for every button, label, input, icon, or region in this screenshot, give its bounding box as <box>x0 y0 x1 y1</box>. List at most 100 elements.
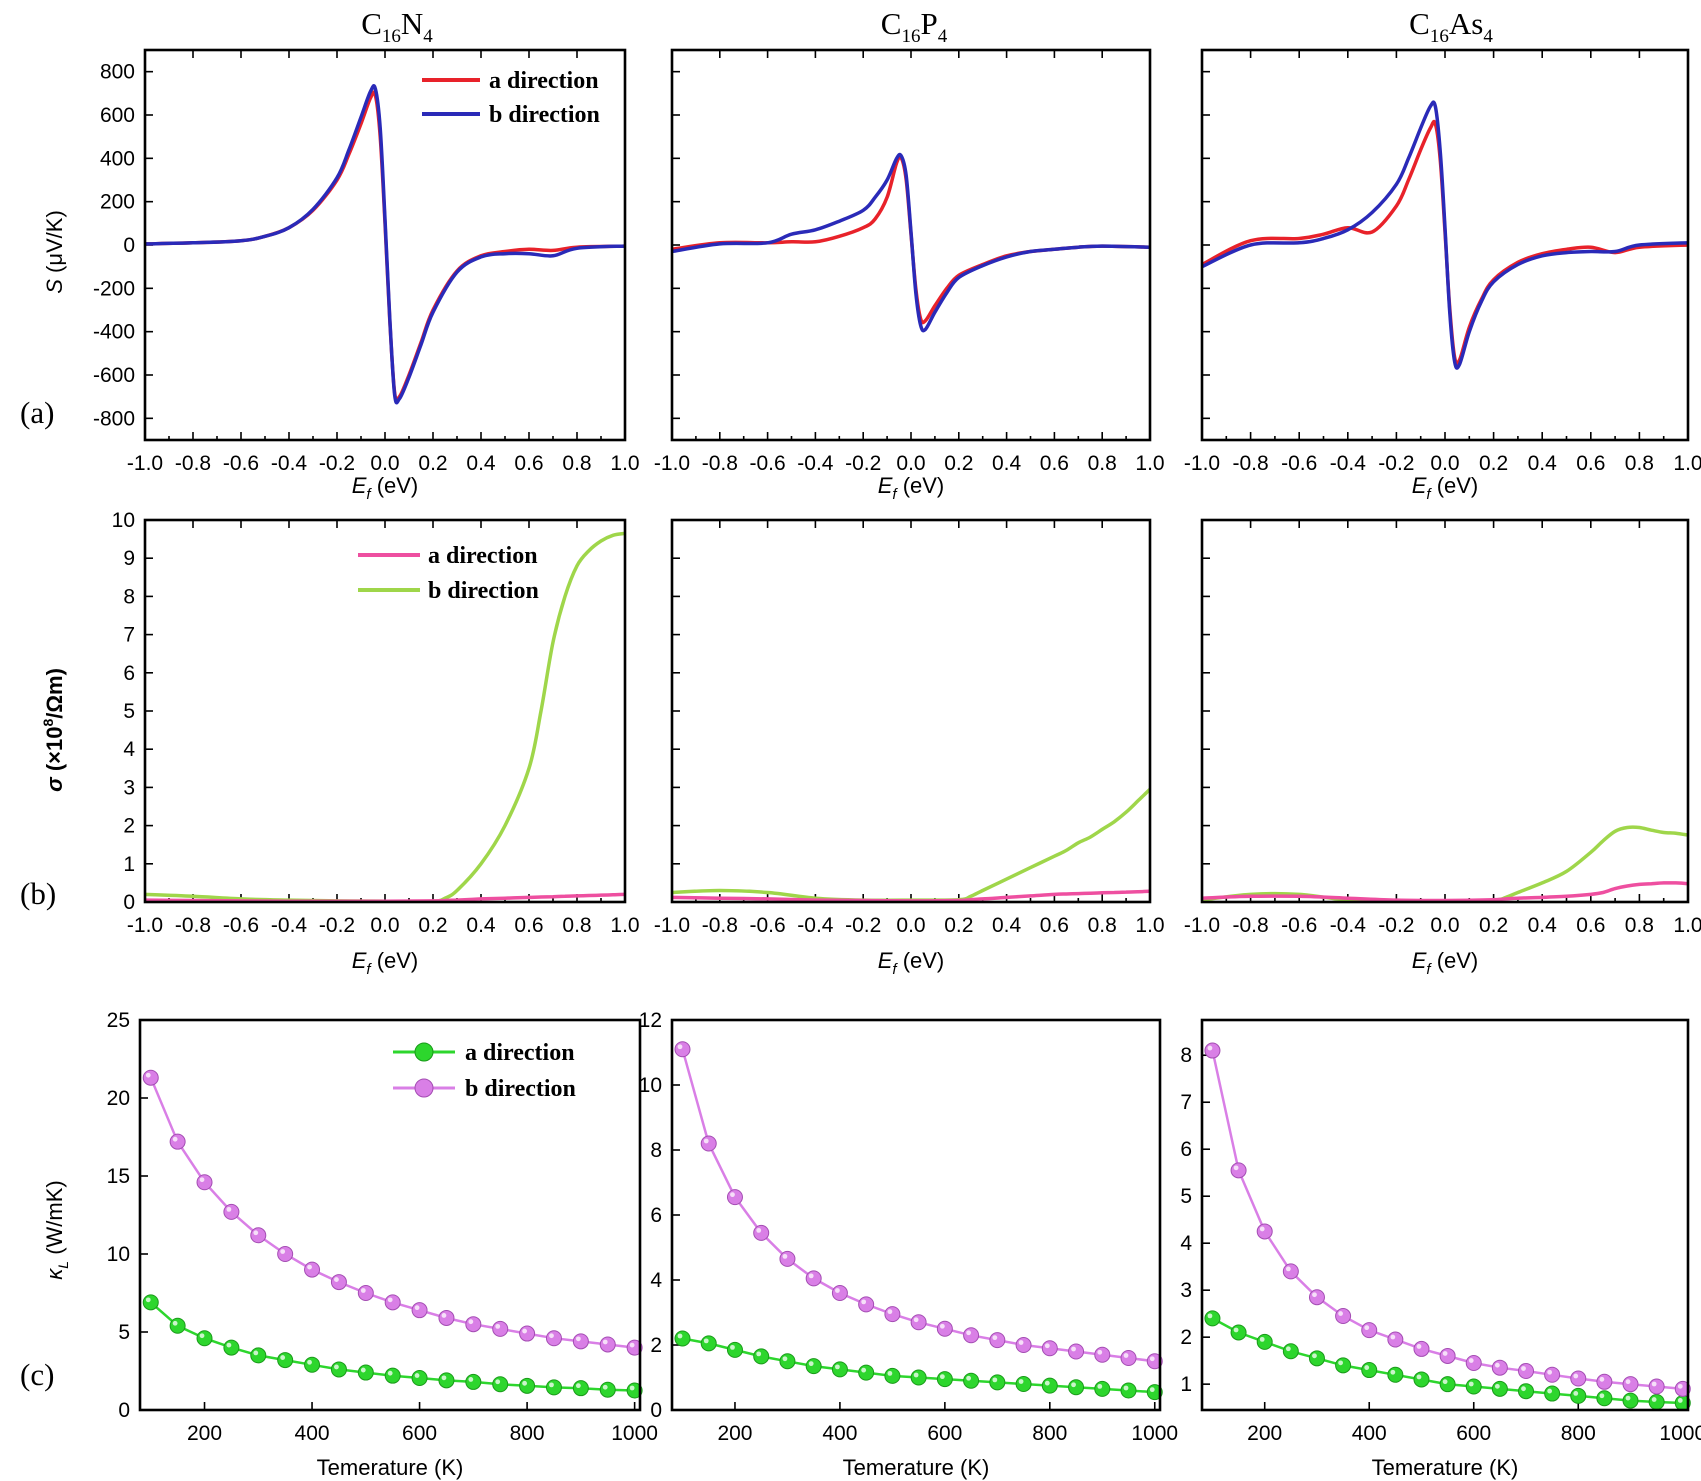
x-tick-label: 0.8 <box>562 914 591 937</box>
x-tick-label: 0.0 <box>896 452 925 475</box>
point-highlight <box>861 1367 867 1373</box>
data-point-a <box>963 1372 980 1389</box>
data-point-b <box>357 1285 374 1301</box>
data-point-a <box>599 1381 616 1398</box>
x-tick-label: 0.0 <box>896 914 925 937</box>
x-tick-label: 0.8 <box>1625 452 1654 475</box>
data-point-a <box>1544 1385 1561 1402</box>
legend-label-b: b direction <box>489 102 600 128</box>
point-highlight <box>835 1288 840 1293</box>
x-axis-label: Temerature (K) <box>843 1455 990 1480</box>
point-highlight <box>280 1249 286 1254</box>
point-highlight <box>1625 1379 1631 1385</box>
data-point-b <box>989 1332 1006 1349</box>
data-point-a <box>858 1364 875 1381</box>
x-tick-label: 1.0 <box>610 452 639 475</box>
data-point-b <box>1544 1366 1561 1383</box>
data-point-a <box>726 1341 743 1358</box>
point-highlight <box>1338 1311 1343 1316</box>
data-point-b <box>1387 1331 1404 1348</box>
panel-letter-a: (a) <box>20 395 54 430</box>
point-highlight <box>226 1206 232 1212</box>
series-line-b <box>672 152 1150 333</box>
point-highlight <box>1468 1381 1474 1387</box>
y-tick-label: 20 <box>107 1087 130 1110</box>
legend-label-b: b direction <box>465 1076 576 1102</box>
data-point-a <box>438 1372 455 1389</box>
point-highlight <box>441 1313 447 1318</box>
x-tick-label: 0.6 <box>1576 452 1605 475</box>
x-tick-label: -0.8 <box>1233 452 1269 475</box>
y-tick-label: 6 <box>123 662 135 685</box>
point-highlight <box>226 1342 232 1348</box>
x-tick-label: -0.2 <box>319 914 355 937</box>
x-tick-label: 1.0 <box>1135 452 1164 475</box>
plot-frame <box>143 48 627 442</box>
x-tick-label: 0.2 <box>944 914 973 937</box>
data-point-a <box>1041 1377 1058 1394</box>
data-point-a <box>1361 1362 1378 1379</box>
point-highlight <box>730 1344 735 1350</box>
legend-kappa: a direction b direction <box>393 1040 576 1102</box>
x-tick-label: 0.6 <box>1576 914 1605 937</box>
point-highlight <box>913 1317 919 1323</box>
data-point-b <box>411 1302 428 1319</box>
y-tick-label: 15 <box>107 1165 130 1188</box>
point-highlight <box>1259 1336 1265 1342</box>
point-highlight <box>575 1383 581 1389</box>
ylabel-kappa: κL (W/mK) <box>42 1180 71 1279</box>
x-axis-label: Temerature (K) <box>1372 1455 1519 1480</box>
x-tick-label: -0.2 <box>845 914 881 937</box>
data-point-a <box>357 1364 374 1381</box>
legend-label-a: a direction <box>465 1040 575 1066</box>
x-tick-label: 400 <box>822 1422 857 1445</box>
y-tick-label: -800 <box>93 407 135 430</box>
x-axis-label: Ef (eV) <box>1412 948 1479 978</box>
point-highlight <box>253 1230 259 1236</box>
x-tick-label: -0.4 <box>1330 914 1367 937</box>
data-point-a <box>169 1317 186 1334</box>
point-highlight <box>1233 1165 1239 1171</box>
panel-letter-c: (c) <box>20 1357 54 1392</box>
y-tick-label: 0 <box>123 234 135 257</box>
point-highlight <box>887 1309 893 1315</box>
x-tick-label: 0.4 <box>992 914 1022 937</box>
point-highlight <box>966 1330 971 1336</box>
data-point-b <box>1068 1343 1085 1360</box>
series-line-a <box>1202 881 1688 902</box>
y-tick-label: 3 <box>123 776 135 799</box>
x-tick-label: 0.8 <box>1625 914 1654 937</box>
data-point-a <box>1596 1390 1613 1407</box>
x-tick-label: 200 <box>717 1422 752 1445</box>
data-point-a <box>779 1353 796 1370</box>
series-line-b <box>145 84 625 405</box>
x-tick-label: -1.0 <box>1184 914 1220 937</box>
y-tick-label: 3 <box>1180 1279 1192 1302</box>
x-tick-label: 1.0 <box>610 914 639 937</box>
x-tick-label: -1.0 <box>654 452 690 475</box>
point-highlight <box>1364 1365 1370 1370</box>
x-tick-label: 1.0 <box>1673 452 1701 475</box>
point-highlight <box>1097 1383 1103 1389</box>
data-point-a <box>1335 1357 1352 1374</box>
point-highlight <box>677 1044 683 1050</box>
data-point-a <box>1068 1379 1085 1396</box>
point-highlight <box>887 1370 893 1376</box>
plot-frame <box>1200 48 1690 442</box>
point-highlight <box>782 1253 788 1259</box>
point-highlight <box>468 1377 474 1382</box>
data-point-b <box>465 1316 482 1333</box>
data-point-b <box>519 1325 536 1342</box>
x-tick-label: -0.6 <box>1281 452 1317 475</box>
point-highlight <box>1677 1398 1683 1403</box>
point-highlight <box>1312 1292 1317 1298</box>
point-highlight <box>629 1342 635 1348</box>
point-highlight <box>1259 1226 1265 1232</box>
x-tick-label: 0.6 <box>1040 914 1069 937</box>
x-tick-label: -0.6 <box>750 914 786 937</box>
data-point-b <box>1413 1340 1430 1357</box>
data-point-a <box>1518 1383 1534 1400</box>
y-tick-label: 0 <box>123 891 135 914</box>
data-point-a <box>223 1339 240 1356</box>
